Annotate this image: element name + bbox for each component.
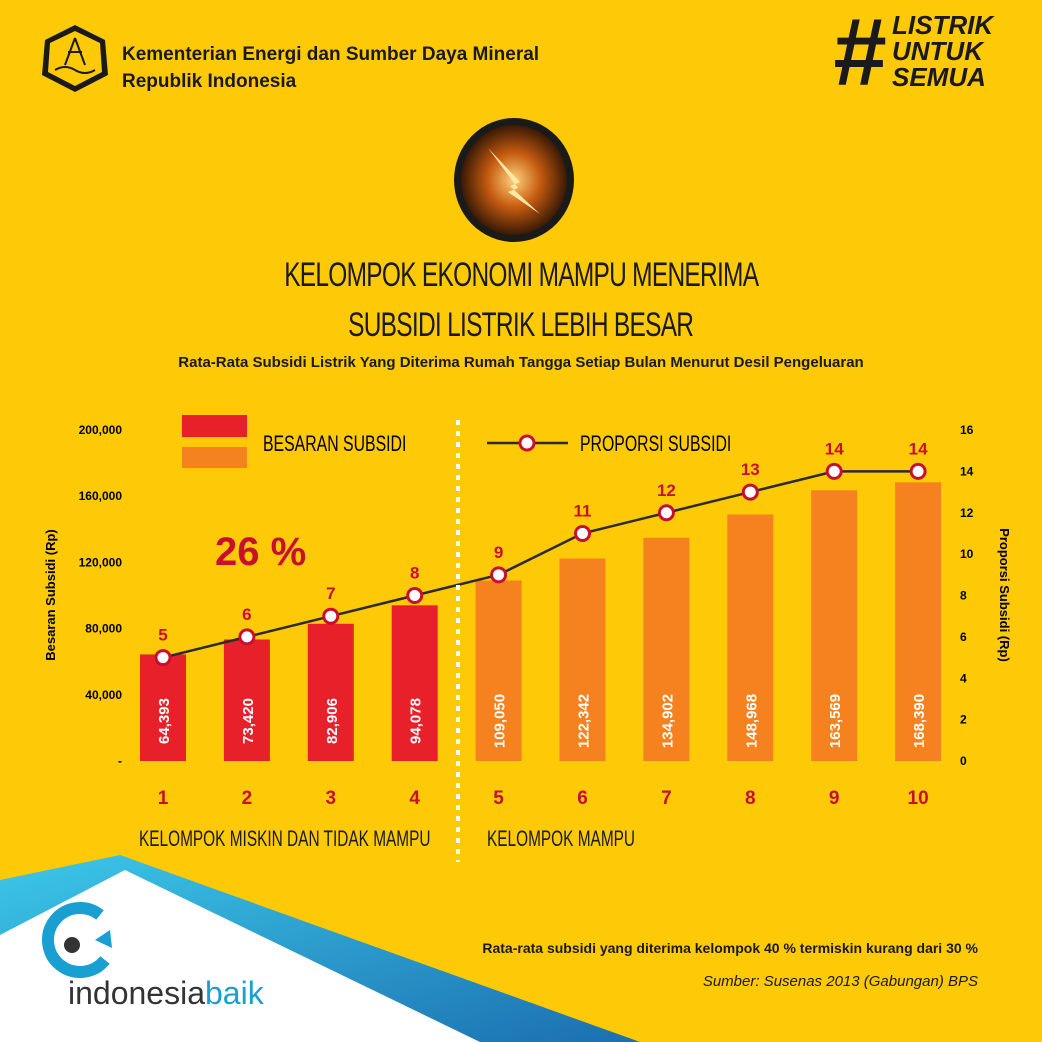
x-tick-label: 5 [493, 788, 504, 809]
bar [223, 639, 270, 761]
bar-value-label: 134,902 [659, 694, 676, 748]
bar-value-label: 94,078 [408, 698, 425, 744]
y2-tick-label: 12 [960, 506, 974, 520]
bar [559, 558, 606, 761]
y-axis-label: Besaran Subsidi (Rp) [43, 529, 58, 660]
point-label: 13 [741, 460, 760, 479]
bar-value-label: 73,420 [240, 698, 257, 744]
bar-value-label: 163,569 [827, 694, 844, 748]
white-roof [0, 870, 480, 1042]
line-point [741, 483, 759, 501]
y2-axis-label: Proporsi Subsidi (Rp) [997, 528, 1012, 662]
chart: - 40,000 80,000 120,000 160,000 200,000 0 2 4 6 8 1… [43, 415, 1012, 862]
brand-wordmark: indonesiabaik [68, 975, 264, 1011]
bar [727, 514, 774, 761]
y-tick-label: 120,000 [79, 555, 123, 569]
x-tick-label: 4 [409, 788, 420, 809]
y-tick-label: 80,000 [85, 622, 122, 636]
line-point [574, 524, 591, 542]
line-point [322, 607, 340, 625]
legend-label-line: PROPORSI SUBSIDI [580, 433, 731, 457]
y2-tick-label: 4 [960, 671, 967, 685]
bar [475, 580, 522, 761]
y2-tick-label: 0 [960, 754, 967, 768]
point-label: 12 [657, 481, 676, 500]
x-tick-label: 2 [242, 788, 253, 809]
line-point [490, 566, 508, 584]
y2-tick-label: 14 [960, 464, 974, 478]
x-tick-label: 6 [577, 788, 588, 809]
legend-swatch-rich [182, 447, 247, 468]
annotation-percent: 26 % [215, 530, 306, 574]
line-point [909, 462, 927, 480]
bar [140, 654, 186, 761]
y2-tick-label: 2 [960, 713, 967, 727]
point-label: 8 [410, 564, 419, 583]
subtitle: Rata-Rata Subsidi Listrik Yang Diterima … [178, 354, 864, 371]
page-title-line1: KELOMPOK EKONOMI MAMPU MENERIMA [283, 256, 759, 294]
proportion-line [162, 470, 919, 659]
x-tick-label: 3 [326, 788, 337, 809]
point-label: 7 [326, 584, 335, 603]
line-point [657, 504, 675, 522]
point-label: 6 [242, 605, 251, 624]
x-tick-label: 7 [661, 788, 672, 809]
x-tick-label: 1 [158, 788, 169, 809]
y-tick-label: - [118, 754, 122, 768]
bar [811, 490, 858, 761]
bar-value-label: 82,906 [324, 698, 341, 744]
footnote: Rata-rata subsidi yang diterima kelompok… [482, 940, 978, 956]
line-point [154, 649, 172, 667]
ministry-name: Kementerian Energi dan Sumber Daya Miner… [122, 44, 540, 65]
bar-value-label: 64,393 [156, 698, 173, 744]
point-label: 14 [909, 439, 928, 458]
line-point [238, 628, 256, 646]
legend-swatch-poor [182, 415, 247, 437]
y2-tick-label: 16 [960, 423, 974, 437]
line-point [825, 462, 843, 480]
page-title-line2: SUBSIDI LISTRIK LEBIH BESAR [348, 306, 694, 344]
bar-value-label: 168,390 [911, 694, 928, 748]
point-label: 9 [494, 543, 503, 562]
y-tick-label: 40,000 [85, 688, 122, 702]
bar [391, 605, 438, 761]
y2-tick-label: 6 [960, 630, 967, 644]
bar-value-label: 109,050 [492, 694, 509, 748]
hashtag-logo: # LISTRIK UNTUK SEMUA [832, 0, 994, 106]
bar [643, 537, 690, 761]
line-point [406, 587, 424, 604]
y2-tick-label: 10 [960, 547, 974, 561]
group-label-poor: KELOMPOK MISKIN DAN TIDAK MAMPU [139, 826, 431, 851]
point-label: 14 [825, 439, 844, 458]
x-tick-label: 9 [829, 788, 840, 809]
lightning-orb-icon [454, 118, 574, 242]
legend-label-bars: BESARAN SUBSIDI [263, 433, 406, 457]
y-tick-label: 160,000 [79, 489, 123, 503]
y2-tick-label: 8 [960, 589, 967, 603]
x-tick-label: 10 [908, 788, 929, 809]
point-label: 5 [158, 626, 167, 645]
y-tick-label: 200,000 [79, 423, 123, 437]
ministry-logo [42, 25, 108, 92]
group-label-rich: KELOMPOK MAMPU [487, 826, 636, 851]
point-label: 11 [574, 501, 592, 520]
ministry-country: Republik Indonesia [122, 71, 297, 92]
indonesiabaik-logo [42, 902, 112, 978]
bar-value-label: 148,968 [743, 694, 760, 748]
source-note: Sumber: Susenas 2013 (Gabungan) BPS [702, 973, 978, 990]
bar [895, 482, 942, 761]
bar [307, 623, 354, 761]
x-tick-label: 8 [745, 788, 756, 809]
legend-line-marker [518, 434, 536, 452]
bar-value-label: 122,342 [576, 694, 593, 748]
